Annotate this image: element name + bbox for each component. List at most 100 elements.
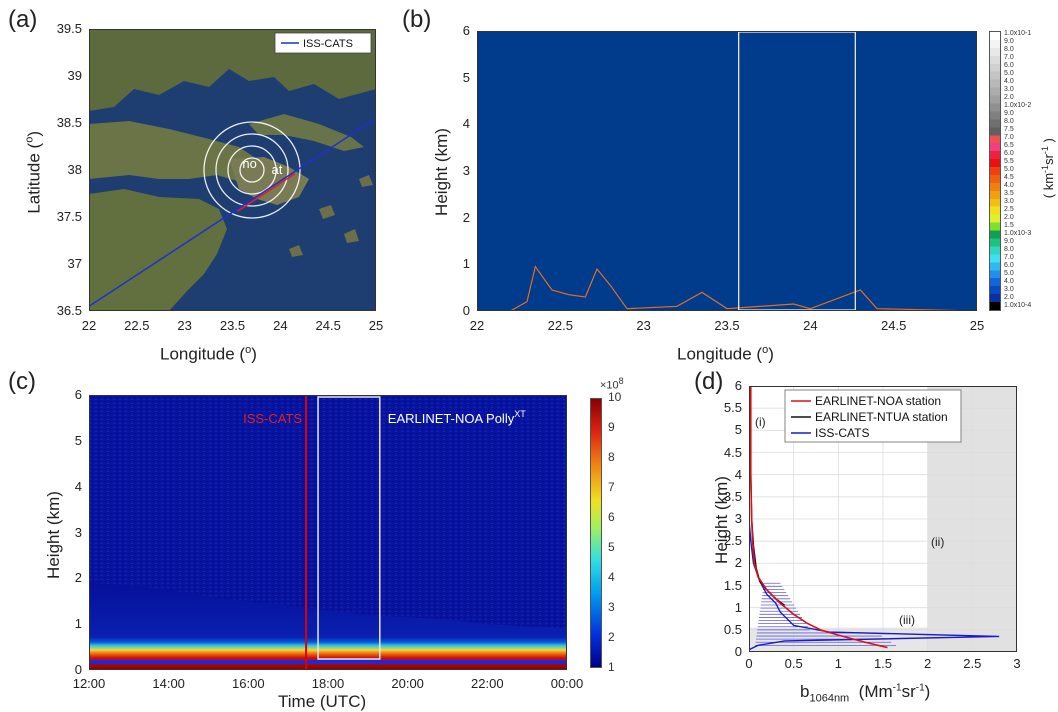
colorbar-b-label-29: 6.0 <box>1004 262 1014 269</box>
colorbar-b-label-15: 6.0 <box>1004 150 1014 157</box>
d-ytick-5: 2.5 <box>723 533 742 549</box>
colorbar-b-label-23: 2.0 <box>1004 214 1014 221</box>
c-ytick-5: 5 <box>74 432 82 448</box>
series-earlinet-noa <box>749 386 888 649</box>
colorbar-b-label-13: 7.0 <box>1004 134 1014 141</box>
d-xtick-5: 2.5 <box>963 656 982 671</box>
b-ytick-1: 1 <box>462 256 470 272</box>
a-ytick-3: 38 <box>67 162 82 177</box>
land-attica <box>229 157 309 205</box>
colorbar-c-label-6: 7 <box>608 480 615 494</box>
panel-label-a: (a) <box>8 6 38 33</box>
colorbar-b-label-4: 6.0 <box>1004 62 1014 69</box>
b-ytick-6: 6 <box>462 23 470 38</box>
colorbar-b-label-22: 2.5 <box>1004 206 1014 213</box>
colorbar-b-label-30: 5.0 <box>1004 270 1014 277</box>
a-xtick-6: 25 <box>368 318 384 333</box>
d-ytick-8: 4 <box>734 466 742 482</box>
colorbar-b-label-25: 1.0x10-3 <box>1004 230 1032 237</box>
map-legend-label: ISS-CATS <box>303 38 353 50</box>
colorbar-b-label-17: 5.0 <box>1004 166 1014 173</box>
profile-chart: (i) (ii) (iii) EARLINET-NOA station EARL… <box>749 386 1017 652</box>
land-central-greece <box>89 121 264 181</box>
colorbar-b-label-34: 1.0x10-4 <box>1004 302 1032 309</box>
c-ytick-6: 6 <box>74 387 82 402</box>
b-ytick-2: 2 <box>462 209 470 225</box>
b-ytick-5: 5 <box>462 69 470 85</box>
colorbar-c-label-3: 4 <box>608 570 615 584</box>
colorbar-b-label-28: 7.0 <box>1004 254 1014 261</box>
b-xtick-2: 23 <box>636 318 651 333</box>
legend-label-ntua: EARLINET-NTUA station <box>815 410 948 424</box>
colorbar-c-label-8: 9 <box>608 420 615 434</box>
iss-cats-overpass-label: ISS-CATS <box>243 411 302 426</box>
colorbar-b-label-21: 3.0 <box>1004 198 1014 205</box>
panel-label-c: (c) <box>8 368 36 395</box>
c-ytick-1: 1 <box>74 616 82 632</box>
colorbar-b-label-27: 8.0 <box>1004 246 1014 253</box>
d-ytick-7: 3.5 <box>723 488 742 504</box>
polly-box <box>317 396 381 660</box>
colorbar-b-label-16: 5.5 <box>1004 158 1014 165</box>
colorbar-b <box>989 31 1001 311</box>
d-ytick-11: 5.5 <box>723 400 742 416</box>
b-ytick-4: 4 <box>462 116 470 132</box>
d-xtick-2: 1 <box>834 656 842 671</box>
a-ytick-1: 37 <box>67 256 82 271</box>
colorbar-b-label-10: 9.0 <box>1004 110 1014 117</box>
c-xtick-0: 12:00 <box>72 676 106 691</box>
land-evia <box>249 114 364 151</box>
c-ytick-3: 3 <box>74 524 82 540</box>
d-xtick-4: 2 <box>924 656 932 671</box>
c-ytick-4: 4 <box>74 478 82 494</box>
colorbar-c-label-4: 5 <box>608 540 615 554</box>
annotation-ii: (ii) <box>931 535 944 549</box>
d-ytick-0: 0 <box>734 644 742 659</box>
legend-label-iss-cats: ISS-CATS <box>815 426 869 440</box>
panel-a-ylabel: Latitude (o) <box>23 130 44 214</box>
d-ytick-2: 1 <box>734 599 742 615</box>
panel-a-map: no at ISS-CATS <box>89 29 376 311</box>
a-ytick-0: 36.5 <box>56 303 82 318</box>
colorbar-c-label-7: 8 <box>608 450 615 464</box>
colorbar-b-label-24: 1.5 <box>1004 222 1014 229</box>
colorbar-c-label-0: 1 <box>608 660 615 674</box>
land-islands <box>289 175 373 257</box>
panel-c-quicklook: ISS-CATS EARLINET-NOA PollyXT <box>89 395 567 670</box>
a-xtick-1: 22.5 <box>124 318 150 333</box>
colorbar-c-label-5: 6 <box>608 510 615 524</box>
series-iss-cats <box>749 386 1000 651</box>
colorbar-b-label-26: 9.0 <box>1004 238 1014 245</box>
polly-box-label: EARLINET-NOA PollyXT <box>388 409 526 426</box>
panel-d-profiles: (i) (ii) (iii) EARLINET-NOA station EARL… <box>749 386 1017 652</box>
colorbar-c <box>590 398 602 668</box>
d-ytick-12: 6 <box>734 378 742 393</box>
colorbar-b-label-12: 7.5 <box>1004 126 1014 133</box>
a-ytick-5: 39 <box>67 68 82 83</box>
colorbar-c-label-2: 3 <box>608 600 615 614</box>
b-xtick-5: 24.5 <box>881 318 907 333</box>
colorbar-b-label-2: 8.0 <box>1004 46 1014 53</box>
panel-label-d: (d) <box>694 368 724 395</box>
ground-band <box>89 660 567 664</box>
c-xtick-3: 18:00 <box>311 676 345 691</box>
b-xtick-6: 25 <box>969 318 985 333</box>
profile-legend: EARLINET-NOA station EARLINET-NTUA stati… <box>784 389 962 443</box>
c-xtick-2: 16:00 <box>232 676 265 691</box>
d-ytick-10: 5 <box>734 422 742 438</box>
b-xtick-0: 22 <box>469 318 485 333</box>
d-xtick-1: 0.5 <box>784 656 803 671</box>
colorbar-b-label-5: 5.0 <box>1004 70 1014 77</box>
c-xtick-5: 22:00 <box>471 676 504 691</box>
d-xtick-6: 3 <box>1013 656 1021 671</box>
d-ytick-6: 3 <box>734 511 742 526</box>
heatmap-b <box>477 31 977 311</box>
map-legend-box <box>274 32 372 54</box>
colorbar-b-label-20: 3.5 <box>1004 190 1014 197</box>
d-ytick-1: 0.5 <box>723 621 742 637</box>
d-ytick-9: 4.5 <box>723 444 742 460</box>
c-xtick-1: 14:00 <box>152 676 185 691</box>
panel-a-xlabel: Longitude (o) <box>160 344 257 364</box>
annotation-i: (i) <box>755 415 766 429</box>
colorbar-b-label-3: 7.0 <box>1004 54 1014 61</box>
